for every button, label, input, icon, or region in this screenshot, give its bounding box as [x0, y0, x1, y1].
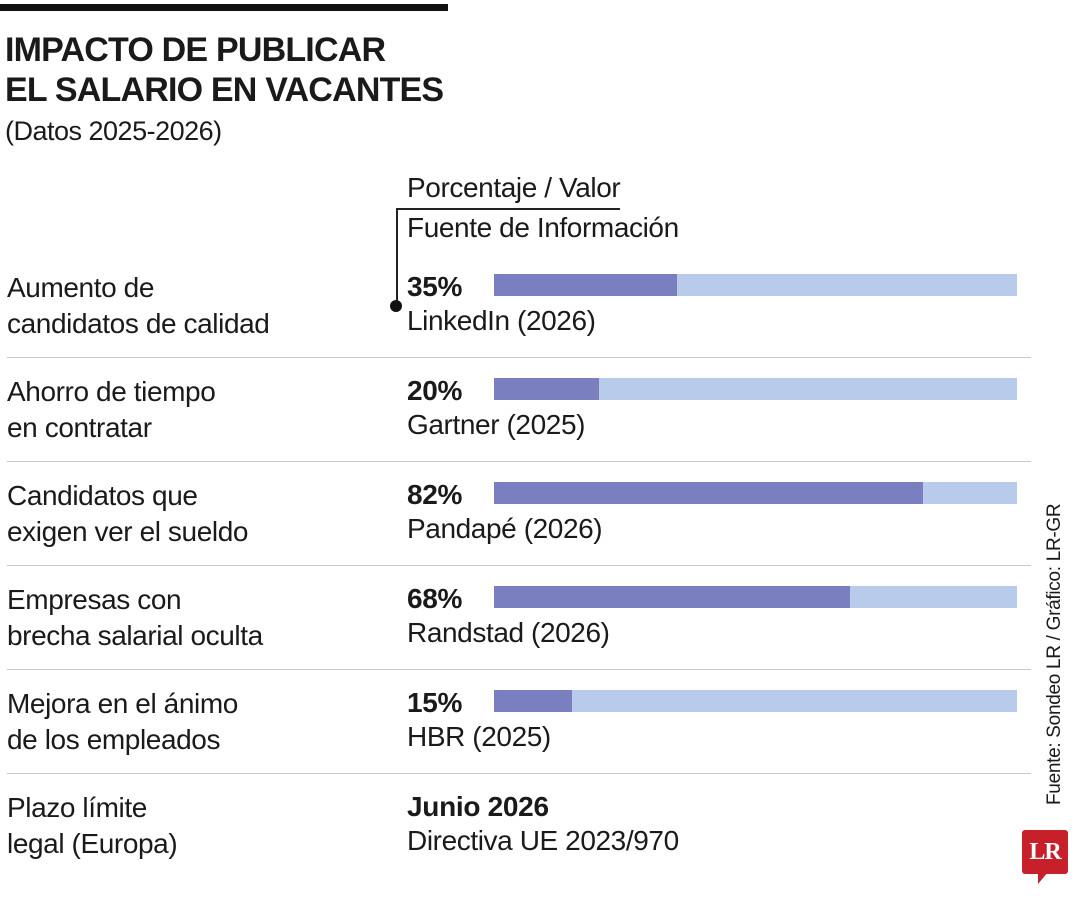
bar-track	[494, 690, 1017, 712]
source-label: Directiva UE 2023/970	[407, 825, 679, 856]
legend-connector	[396, 208, 620, 210]
value-label: Junio 2026	[407, 791, 549, 822]
logo-text: LR	[1029, 839, 1061, 865]
value-label: 82%	[407, 479, 463, 510]
row-label-line: Aumento de	[7, 272, 154, 303]
bar-track	[494, 482, 1017, 504]
legend-connector-vertical	[396, 208, 398, 306]
chart-row: Mejora en el ánimo de los empleados 15% HBR…	[0, 686, 1040, 790]
source-label: Gartner (2025)	[407, 409, 586, 440]
source-label: LinkedIn (2026)	[407, 305, 596, 336]
row-divider	[7, 565, 1031, 566]
value-label: 68%	[407, 583, 463, 614]
row-label-line: Plazo límite	[7, 792, 147, 823]
legend-value-header: Porcentaje / Valor	[407, 172, 621, 203]
chart-row: Plazo límite legal (Europa) Junio 2026 Dire…	[0, 790, 1040, 894]
row-label-line: de los empleados	[7, 724, 221, 755]
top-rule	[0, 4, 448, 11]
row-label-line: Candidatos que	[7, 480, 198, 511]
logo-tail	[1038, 872, 1048, 884]
chart-row: Empresas con brecha salarial oculta 68% Ran…	[0, 582, 1040, 686]
bar-fill	[494, 378, 599, 400]
row-label-line: Ahorro de tiempo	[7, 376, 216, 407]
value-label: 20%	[407, 375, 463, 406]
row-label: Empresas con brecha salarial oculta	[7, 582, 377, 654]
bar-track	[494, 586, 1017, 608]
row-label: Aumento de candidatos de calidad	[7, 270, 377, 342]
row-label: Candidatos que exigen ver el sueldo	[7, 478, 377, 550]
row-label-line: exigen ver el sueldo	[7, 516, 249, 547]
legend-dot	[390, 300, 402, 312]
chart-row: Ahorro de tiempo en contratar 20% Gartner (…	[0, 374, 1040, 478]
bar-fill	[494, 274, 678, 296]
row-label-line: legal (Europa)	[7, 828, 178, 859]
bar-fill	[494, 482, 923, 504]
row-divider	[7, 461, 1031, 462]
source-label: Randstad (2026)	[407, 617, 610, 648]
row-divider	[7, 773, 1031, 774]
source-label: Pandapé (2026)	[407, 513, 603, 544]
row-divider	[7, 357, 1031, 358]
row-label-line: brecha salarial oculta	[7, 620, 263, 651]
row-label: Ahorro de tiempo en contratar	[7, 374, 377, 446]
row-label-line: Empresas con	[7, 584, 182, 615]
bar-track	[494, 378, 1017, 400]
chart-row: Candidatos que exigen ver el sueldo 82% Pan…	[0, 478, 1040, 582]
bar-track	[494, 274, 1017, 296]
title-line-2: EL SALARIO EN VACANTES	[5, 71, 444, 109]
row-label: Plazo límite legal (Europa)	[7, 790, 377, 862]
source-label: HBR (2025)	[407, 721, 551, 752]
row-label-line: candidatos de calidad	[7, 308, 270, 339]
chart-row: Aumento de candidatos de calidad 35% Linked…	[0, 270, 1040, 374]
bar-fill	[494, 586, 850, 608]
value-label: 15%	[407, 687, 463, 718]
source-credit: Fuente: Sondeo LR / Gráfico: LR-GR	[1044, 503, 1065, 805]
value-label: 35%	[407, 271, 463, 302]
bar-fill	[494, 690, 573, 712]
title-line-1: IMPACTO DE PUBLICAR	[5, 31, 386, 69]
row-label-line: Mejora en el ánimo	[7, 688, 238, 719]
lr-logo: LR	[1022, 830, 1068, 874]
subtitle: (Datos 2025-2026)	[5, 116, 222, 146]
row-divider	[7, 669, 1031, 670]
row-label-line: en contratar	[7, 412, 152, 443]
legend-source-header: Fuente de Información	[407, 212, 679, 243]
row-label: Mejora en el ánimo de los empleados	[7, 686, 377, 758]
